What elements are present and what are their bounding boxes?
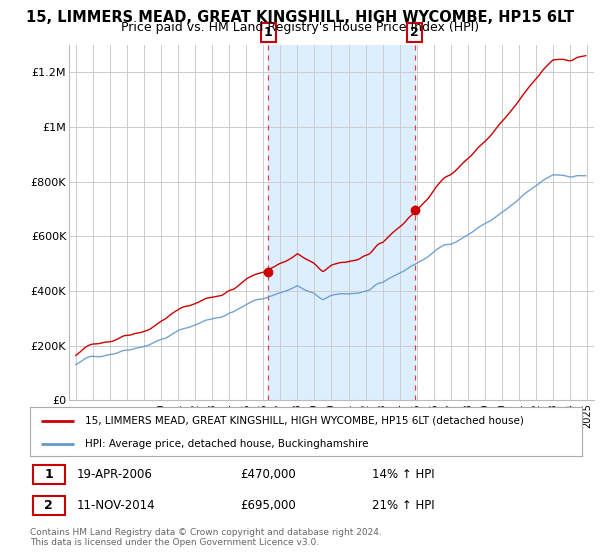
Text: This data is licensed under the Open Government Licence v3.0.: This data is licensed under the Open Gov… xyxy=(30,538,319,547)
Bar xyxy=(268,45,415,400)
Text: £470,000: £470,000 xyxy=(240,468,296,480)
Text: 15, LIMMERS MEAD, GREAT KINGSHILL, HIGH WYCOMBE, HP15 6LT (detached house): 15, LIMMERS MEAD, GREAT KINGSHILL, HIGH … xyxy=(85,416,524,426)
Text: £695,000: £695,000 xyxy=(240,499,296,512)
Text: 1: 1 xyxy=(44,468,53,480)
Text: Price paid vs. HM Land Registry's House Price Index (HPI): Price paid vs. HM Land Registry's House … xyxy=(121,21,479,34)
FancyBboxPatch shape xyxy=(33,496,65,515)
Text: 2: 2 xyxy=(44,499,53,512)
Text: 21% ↑ HPI: 21% ↑ HPI xyxy=(372,499,435,512)
Text: 2: 2 xyxy=(410,26,419,39)
Text: HPI: Average price, detached house, Buckinghamshire: HPI: Average price, detached house, Buck… xyxy=(85,439,368,449)
Text: 19-APR-2006: 19-APR-2006 xyxy=(77,468,153,480)
Text: 14% ↑ HPI: 14% ↑ HPI xyxy=(372,468,435,480)
Text: 11-NOV-2014: 11-NOV-2014 xyxy=(77,499,155,512)
Text: 15, LIMMERS MEAD, GREAT KINGSHILL, HIGH WYCOMBE, HP15 6LT: 15, LIMMERS MEAD, GREAT KINGSHILL, HIGH … xyxy=(26,10,574,25)
Text: Contains HM Land Registry data © Crown copyright and database right 2024.: Contains HM Land Registry data © Crown c… xyxy=(30,528,382,536)
Text: 1: 1 xyxy=(264,26,273,39)
FancyBboxPatch shape xyxy=(33,464,65,483)
